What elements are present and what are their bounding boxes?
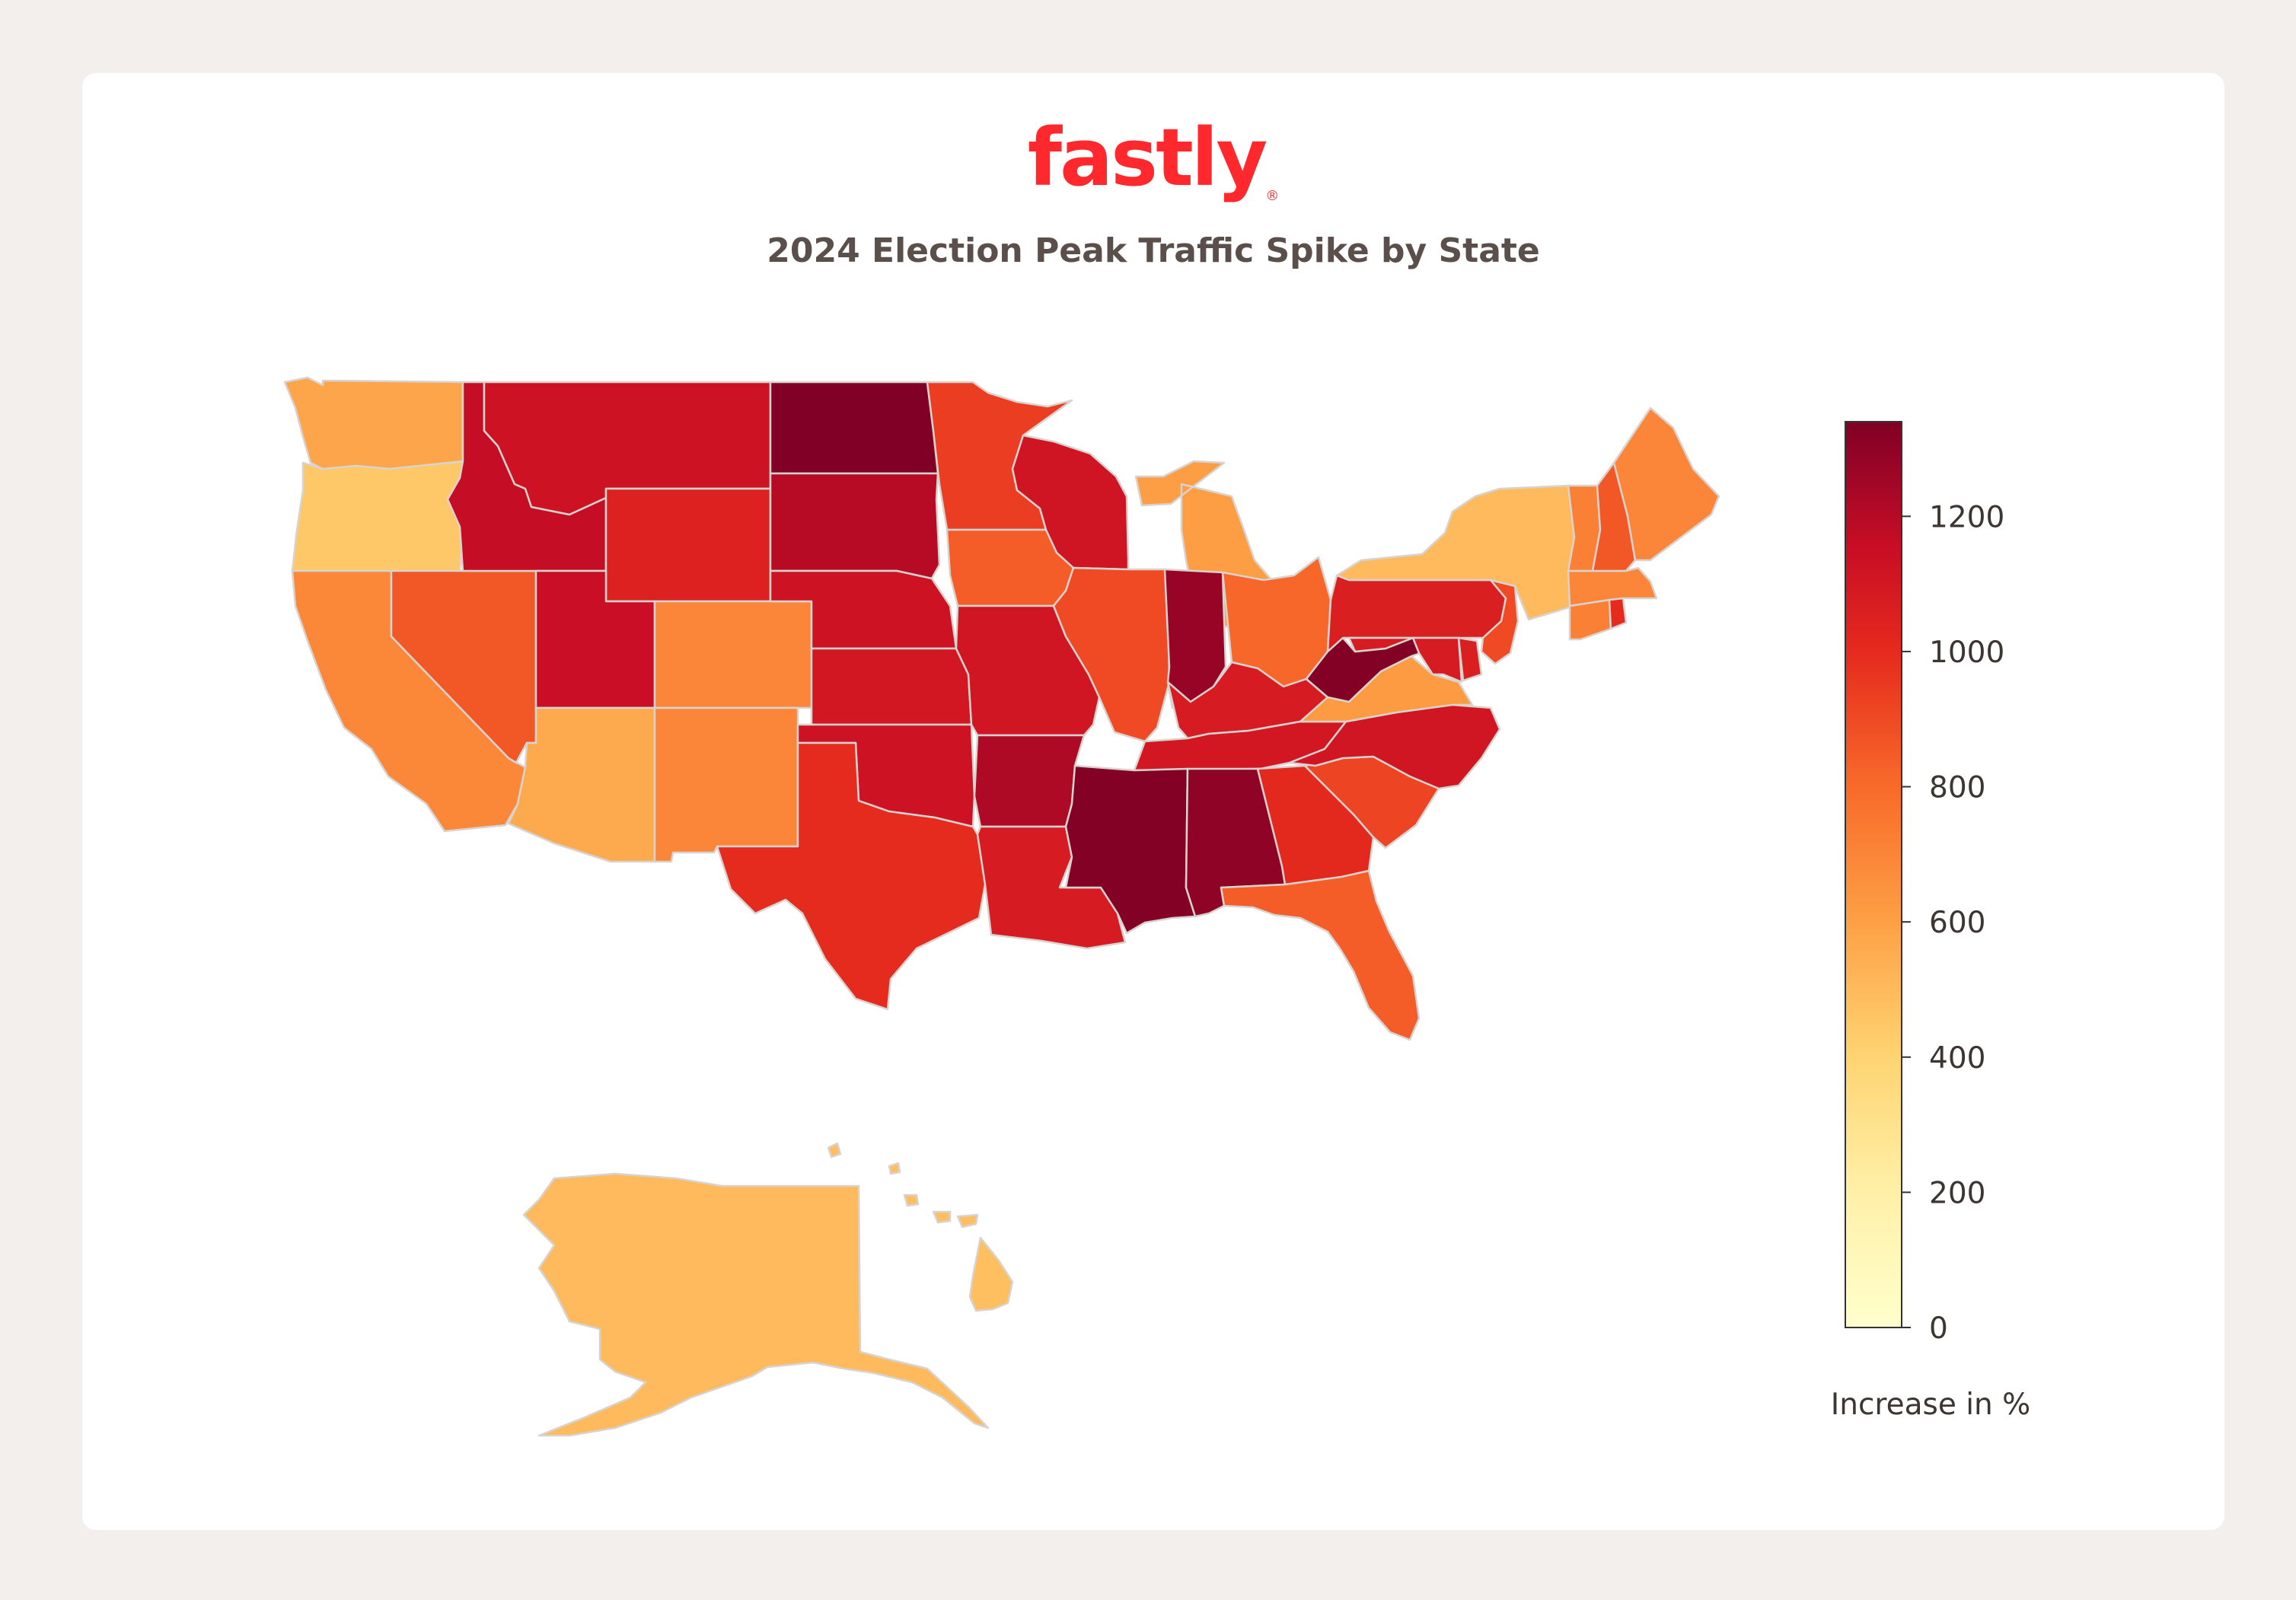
us-choropleth-map: 0 200 400 600 800 1000 1200 Increase in % [283, 376, 2030, 1437]
fastly-logo: fastly® [82, 111, 2224, 204]
state-de [1457, 636, 1483, 682]
state-nm [653, 706, 799, 863]
colorbar-tick-label: 0 [1929, 1312, 1948, 1346]
logo-text: fastly [1027, 111, 1268, 204]
state-ak [522, 1172, 990, 1437]
colorbar-tick-label: 400 [1929, 1041, 1985, 1076]
colorbar-tick-label: 1000 [1929, 636, 2004, 670]
chart-card: fastly® 2024 Election Peak Traffic Spike… [82, 73, 2224, 1530]
state-sd [769, 472, 941, 580]
colorbar-title: Increase in % [1831, 1388, 2030, 1422]
state-ks [810, 647, 973, 726]
colorbar-gradient [1845, 421, 1902, 1328]
colorbar-ticks: 0 200 400 600 800 1000 1200 [1902, 500, 2004, 1346]
state-md [1347, 636, 1463, 684]
colorbar-tick-label: 1200 [1929, 500, 2004, 534]
colorbar-tick-label: 600 [1929, 906, 1985, 940]
states-layer [283, 376, 1720, 1437]
state-nj [1480, 578, 1520, 665]
state-tx [716, 741, 987, 1011]
state-ar [973, 734, 1086, 828]
state-fl [1220, 869, 1421, 1041]
state-me [1612, 406, 1720, 562]
state-hi [827, 1142, 1014, 1312]
state-ma [1567, 566, 1658, 607]
colorbar: 0 200 400 600 800 1000 1200 Increase in % [1831, 421, 2030, 1422]
registered-mark: ® [1265, 188, 1280, 204]
state-co [653, 600, 813, 709]
colorbar-tick-label: 800 [1929, 771, 1985, 805]
chart-title: 2024 Election Peak Traffic Spike by Stat… [767, 231, 1540, 270]
colorbar-tick-label: 200 [1929, 1176, 1985, 1210]
state-wy [604, 487, 772, 603]
state-ri [1608, 597, 1628, 630]
state-wa [283, 376, 464, 470]
state-or [291, 460, 464, 572]
state-nd [769, 381, 939, 475]
